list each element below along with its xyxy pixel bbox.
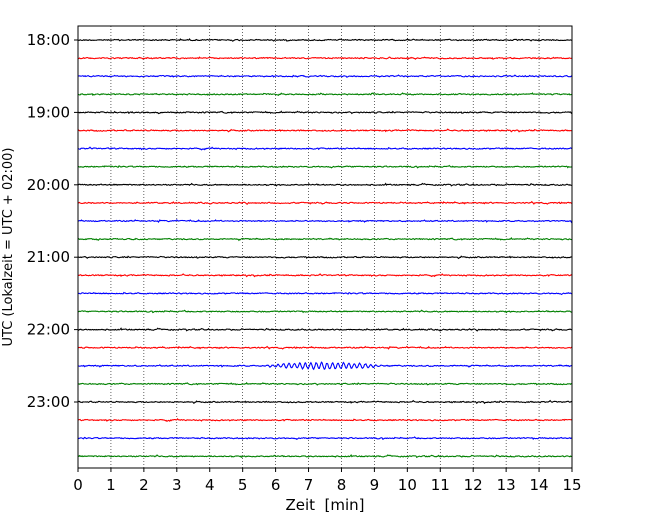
- trace-1945: [77, 164, 573, 169]
- x-tick-label-5: 5: [238, 476, 248, 494]
- x-tick-label-10: 10: [398, 476, 417, 494]
- trace-2345: [77, 453, 573, 459]
- x-tick-label-1: 1: [106, 476, 116, 494]
- trace-2215: [77, 345, 573, 350]
- trace-1830: [77, 74, 573, 78]
- x-tick-label-12: 12: [464, 476, 483, 494]
- trace-1800: [77, 38, 573, 42]
- trace-1930: [77, 146, 573, 151]
- y-tick-label-1800: 18:00: [27, 31, 70, 49]
- seismic-traces: [77, 38, 573, 459]
- trace-2045: [77, 237, 573, 242]
- y-tick-label-2000: 20:00: [27, 176, 70, 194]
- y-tick-label-2300: 23:00: [27, 393, 70, 411]
- x-tick-label-4: 4: [205, 476, 215, 494]
- x-tick-label-13: 13: [497, 476, 516, 494]
- x-axis-ticks: 0 1 2 3 4 5 6 7 8 9 10 11 12 13 14 15: [73, 468, 582, 494]
- x-tick-label-15: 15: [562, 476, 581, 494]
- y-tick-label-2100: 21:00: [27, 248, 70, 266]
- trace-2115: [77, 273, 573, 278]
- trace-2100: [77, 255, 573, 260]
- trace-2245: [77, 381, 573, 386]
- trace-2230: [77, 361, 573, 371]
- trace-2030: [77, 219, 573, 224]
- trace-1915: [77, 128, 573, 133]
- plot-frame: [77, 25, 573, 469]
- y-tick-label-2200: 22:00: [27, 321, 70, 339]
- trace-2200: [77, 327, 573, 332]
- trace-2130: [77, 291, 573, 296]
- trace-2000: [77, 182, 573, 187]
- x-tick-label-14: 14: [530, 476, 549, 494]
- x-tick-label-6: 6: [271, 476, 281, 494]
- trace-2315: [77, 417, 573, 422]
- trace-2330: [77, 436, 573, 440]
- trace-1815: [77, 56, 573, 61]
- x-tick-label-11: 11: [431, 476, 450, 494]
- trace-2300: [77, 399, 573, 405]
- y-axis-label: UTC (Lokalzeit = UTC + 02:00): [1, 148, 16, 347]
- x-tick-label-3: 3: [172, 476, 182, 494]
- trace-2145: [77, 309, 573, 314]
- x-tick-label-7: 7: [304, 476, 314, 494]
- x-tick-label-0: 0: [73, 476, 83, 494]
- trace-1900: [77, 110, 573, 115]
- trace-1845: [77, 92, 573, 97]
- x-tick-label-9: 9: [370, 476, 380, 494]
- x-axis-label: Zeit [min]: [285, 496, 364, 514]
- x-tick-label-2: 2: [139, 476, 149, 494]
- y-tick-label-1900: 19:00: [27, 103, 70, 121]
- y-axis-ticks: 18:00 19:00 20:00 21:00 22:00 23:00: [27, 31, 78, 411]
- trace-2015: [77, 200, 573, 205]
- x-tick-label-8: 8: [337, 476, 347, 494]
